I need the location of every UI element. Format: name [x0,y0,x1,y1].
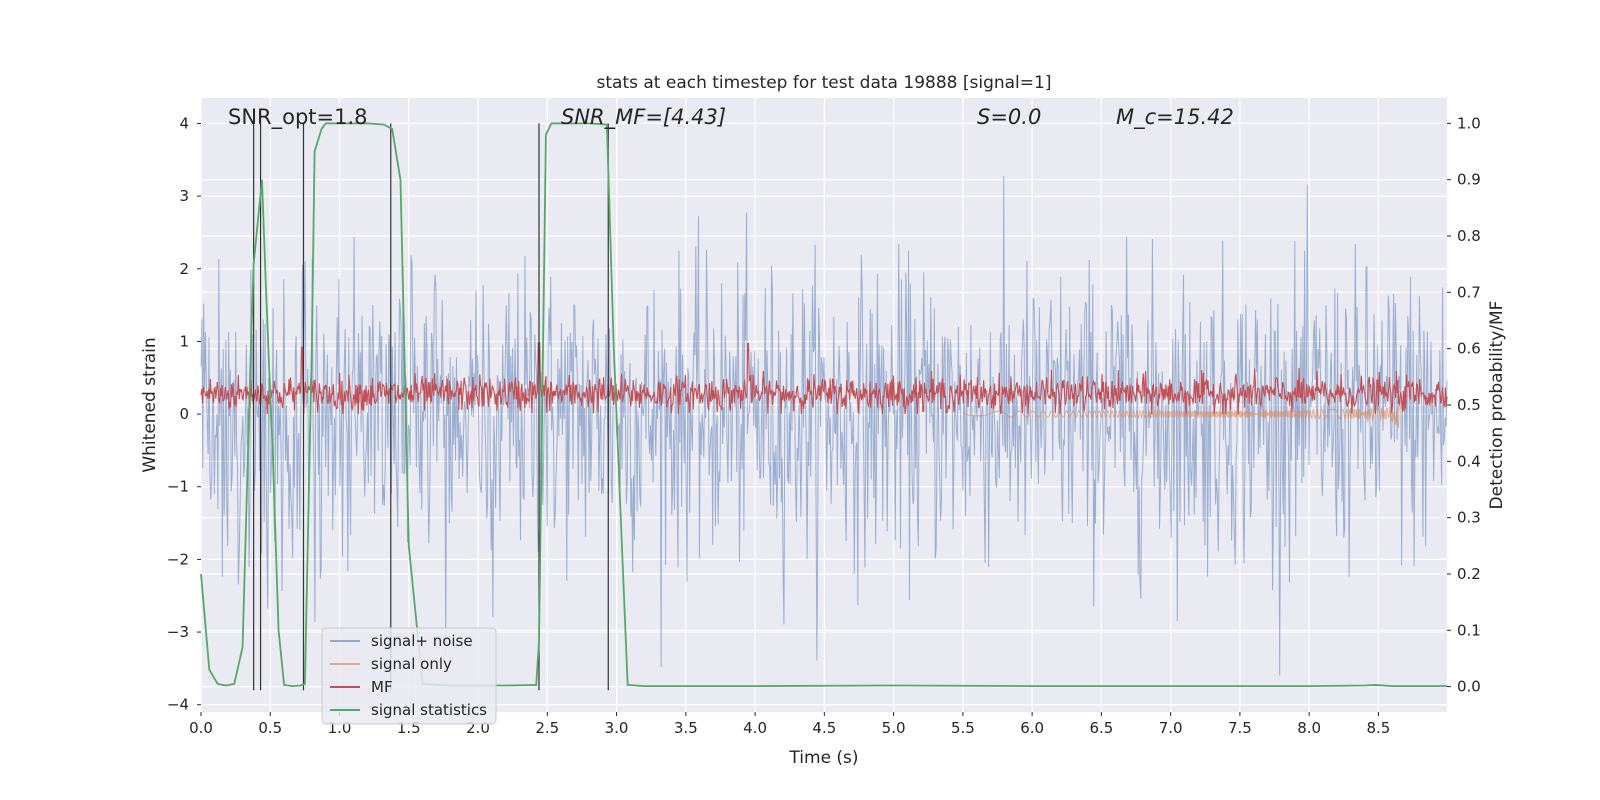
x-tick-label-11: 5.5 [951,719,975,737]
legend-label-signal-noise: signal+ noise [371,632,473,650]
x-tick-label-14: 7.0 [1159,719,1183,737]
y-left-tick-label-6: 2 [179,260,189,278]
legend-label-mf: MF [371,678,393,696]
x-tick-label-16: 8.0 [1297,719,1321,737]
annotation-s: S=0.0 [977,105,1041,129]
y-left-tick-label-5: 1 [179,332,189,350]
y-right-tick-label-10: 1.0 [1457,114,1481,132]
x-tick-label-5: 2.5 [535,719,559,737]
x-tick-label-9: 4.5 [812,719,836,737]
y-right-tick-label-1: 0.1 [1457,621,1481,639]
signal-only-line [962,399,1400,429]
legend-label-signal-only: signal only [371,655,452,673]
y-left-tick-label-3: −1 [167,478,189,496]
y-right-tick-label-0: 0.0 [1457,678,1481,696]
y-left-tick-label-8: 4 [179,114,189,132]
x-tick-label-15: 7.5 [1228,719,1252,737]
annotation-mc: M_c=15.42 [1116,105,1234,130]
x-tick-label-1: 0.5 [258,719,282,737]
x-tick-label-7: 3.5 [674,719,698,737]
y-right-tick-label-2: 0.2 [1457,565,1481,583]
x-tick-label-8: 4.0 [743,719,767,737]
y-left-tick-label-7: 3 [179,187,189,205]
y-right-tick-label-9: 0.9 [1457,171,1481,189]
x-tick-label-13: 6.5 [1089,719,1113,737]
y-axis-label-left: Whitened strain [140,337,160,472]
y-right-tick-label-6: 0.6 [1457,340,1481,358]
x-tick-label-17: 8.5 [1367,719,1391,737]
legend-box [321,627,497,725]
y-left-tick-label-4: 0 [179,405,189,423]
y-left-tick-label-2: −2 [167,550,189,568]
annotation-snr-mf: SNR_MF=[4.43] [561,105,726,130]
mf-line [200,342,1448,415]
x-tick-label-10: 5.0 [882,719,906,737]
y-right-tick-label-7: 0.7 [1457,283,1481,301]
y-left-tick-label-1: −3 [167,623,189,641]
y-right-tick-label-4: 0.4 [1457,452,1481,470]
signal-statistics-line [200,122,1447,687]
y-right-tick-label-5: 0.5 [1457,396,1481,414]
y-axis-label-right: Detection probability/MF [1487,301,1507,510]
y-right-tick-label-8: 0.8 [1457,227,1481,245]
x-tick-label-12: 6.0 [1020,719,1044,737]
legend: signal+ noise signal only MF signal stat… [321,627,497,725]
chart-title: stats at each timestep for test data 198… [597,73,1052,93]
x-tick-label-0: 0.0 [189,719,213,737]
x-tick-label-6: 3.0 [605,719,629,737]
annotation-snr-opt: SNR_opt=1.8 [228,105,368,130]
legend-label-signal-statistics: signal statistics [371,701,487,719]
axis-ticks: 0.0 0.5 1.0 1.5 2.0 2.5 3.0 3.5 4.0 4.5 5.0 5.5 6.0 6… [167,114,1481,737]
series-signal-only [962,399,1400,429]
y-right-tick-label-3: 0.3 [1457,509,1481,527]
series-mf [200,342,1448,415]
x-axis-label: Time (s) [788,748,858,768]
series-signal-statistics [200,122,1447,687]
grid [200,98,1447,712]
y-left-tick-label-0: −4 [167,696,189,714]
vertical-markers [253,123,609,691]
